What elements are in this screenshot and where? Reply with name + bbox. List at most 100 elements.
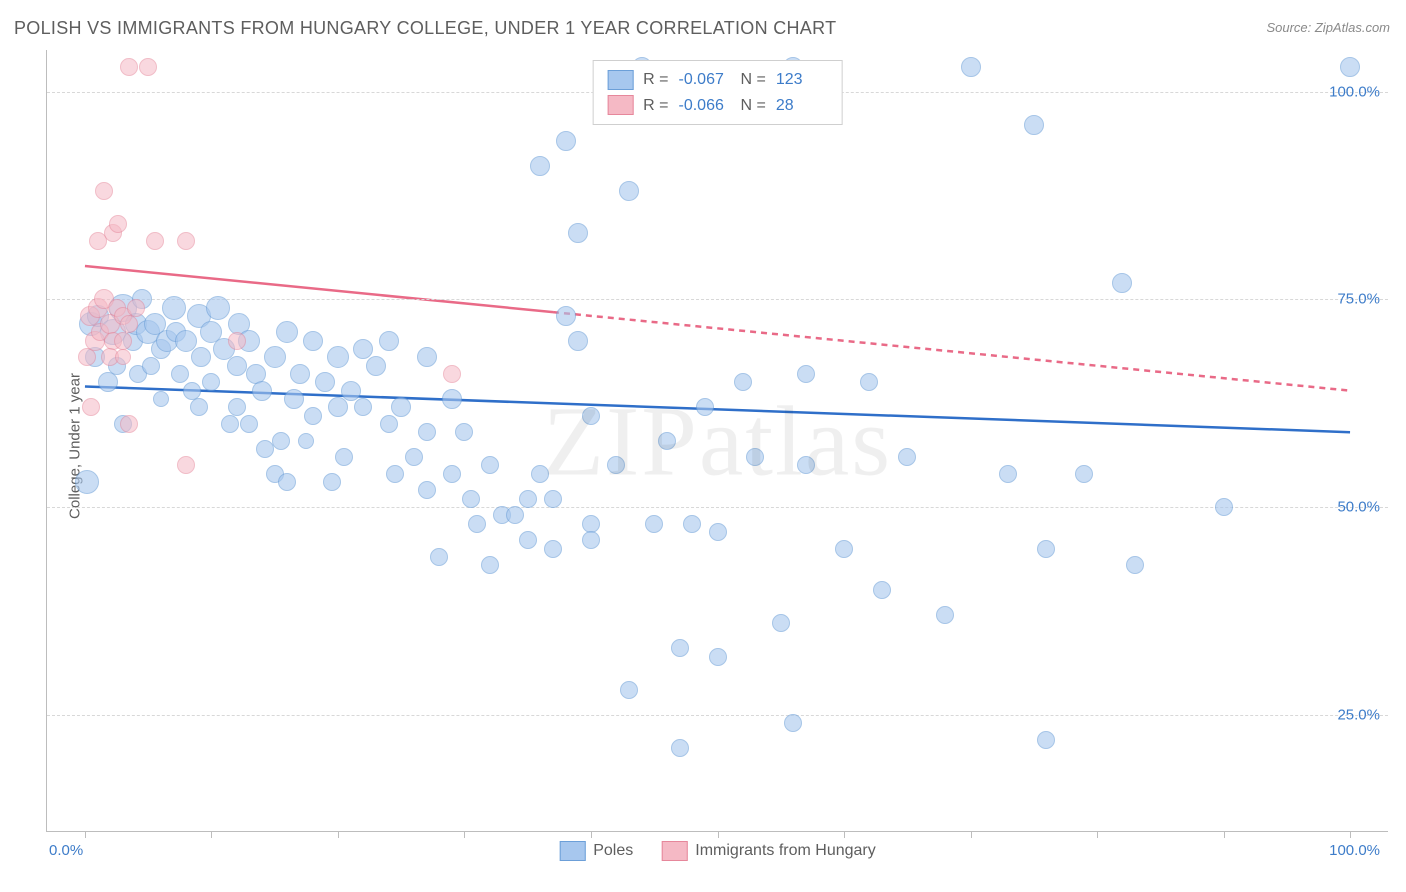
x-tick [85,831,86,838]
gridline [47,715,1388,716]
data-point [228,332,246,350]
data-point [162,296,186,320]
data-point [290,364,310,384]
data-point [298,433,314,449]
data-point [303,331,323,351]
correlation-chart: POLISH VS IMMIGRANTS FROM HUNGARY COLLEG… [0,0,1406,892]
y-tick-label: 100.0% [1329,83,1380,100]
data-point [443,365,461,383]
y-tick-label: 75.0% [1337,291,1380,308]
data-point [556,306,576,326]
data-point [120,415,138,433]
data-point [430,548,448,566]
data-point [442,389,462,409]
legend-item: Poles [559,841,633,861]
data-point [683,515,701,533]
data-point [556,131,576,151]
data-point [481,456,499,474]
legend-item: Immigrants from Hungary [661,841,876,861]
data-point [228,398,246,416]
data-point [380,415,398,433]
data-point [797,456,815,474]
legend-label: Immigrants from Hungary [695,842,876,860]
data-point [1024,115,1044,135]
x-axis-max-label: 100.0% [1329,842,1380,859]
data-point [568,223,588,243]
data-point [95,182,113,200]
statistics-legend: R =-0.067N =123R =-0.066N =28 [592,60,843,125]
data-point [191,347,211,367]
data-point [696,398,714,416]
data-point [746,448,764,466]
data-point [582,531,600,549]
data-point [75,470,99,494]
data-point [417,347,437,367]
data-point [354,398,372,416]
data-point [772,614,790,632]
stat-legend-row: R =-0.067N =123 [607,67,828,93]
data-point [898,448,916,466]
data-point [171,365,189,383]
data-point [278,473,296,491]
stat-r-value: -0.066 [679,93,731,119]
legend-swatch [607,95,633,115]
data-point [506,506,524,524]
data-point [82,398,100,416]
stat-legend-row: R =-0.066N =28 [607,93,828,119]
stat-r-label: R = [643,93,668,119]
data-point [519,490,537,508]
data-point [607,456,625,474]
x-tick [211,831,212,838]
x-tick [464,831,465,838]
data-point [1075,465,1093,483]
data-point [264,346,286,368]
data-point [468,515,486,533]
data-point [784,714,802,732]
data-point [519,531,537,549]
data-point [619,181,639,201]
data-point [455,423,473,441]
legend-label: Poles [593,842,633,860]
data-point [1037,731,1055,749]
x-tick [844,831,845,838]
data-point [183,382,201,400]
data-point [1215,498,1233,516]
data-point [386,465,404,483]
data-point [240,415,258,433]
x-tick [718,831,719,838]
data-point [860,373,878,391]
data-point [418,423,436,441]
data-point [177,232,195,250]
data-point [568,331,588,351]
data-point [127,299,145,317]
data-point [114,332,132,350]
data-point [835,540,853,558]
series-legend: Poles Immigrants from Hungary [559,841,876,861]
data-point [323,473,341,491]
data-point [252,381,272,401]
data-point [530,156,550,176]
stat-n-label: N = [741,93,766,119]
data-point [391,397,411,417]
data-point [734,373,752,391]
data-point [1037,540,1055,558]
stat-r-label: R = [643,67,668,93]
data-point [153,391,169,407]
data-point [206,296,230,320]
data-point [873,581,891,599]
data-point [1112,273,1132,293]
data-point [531,465,549,483]
data-point [98,372,118,392]
data-point [139,58,157,76]
data-point [620,681,638,699]
data-point [276,321,298,343]
data-point [202,373,220,391]
data-point [341,381,361,401]
data-point [304,407,322,425]
data-point [961,57,981,77]
legend-swatch [559,841,585,861]
watermark-text: ZIPatlas [543,383,892,498]
gridline [47,507,1388,508]
data-point [645,515,663,533]
data-point [999,465,1017,483]
